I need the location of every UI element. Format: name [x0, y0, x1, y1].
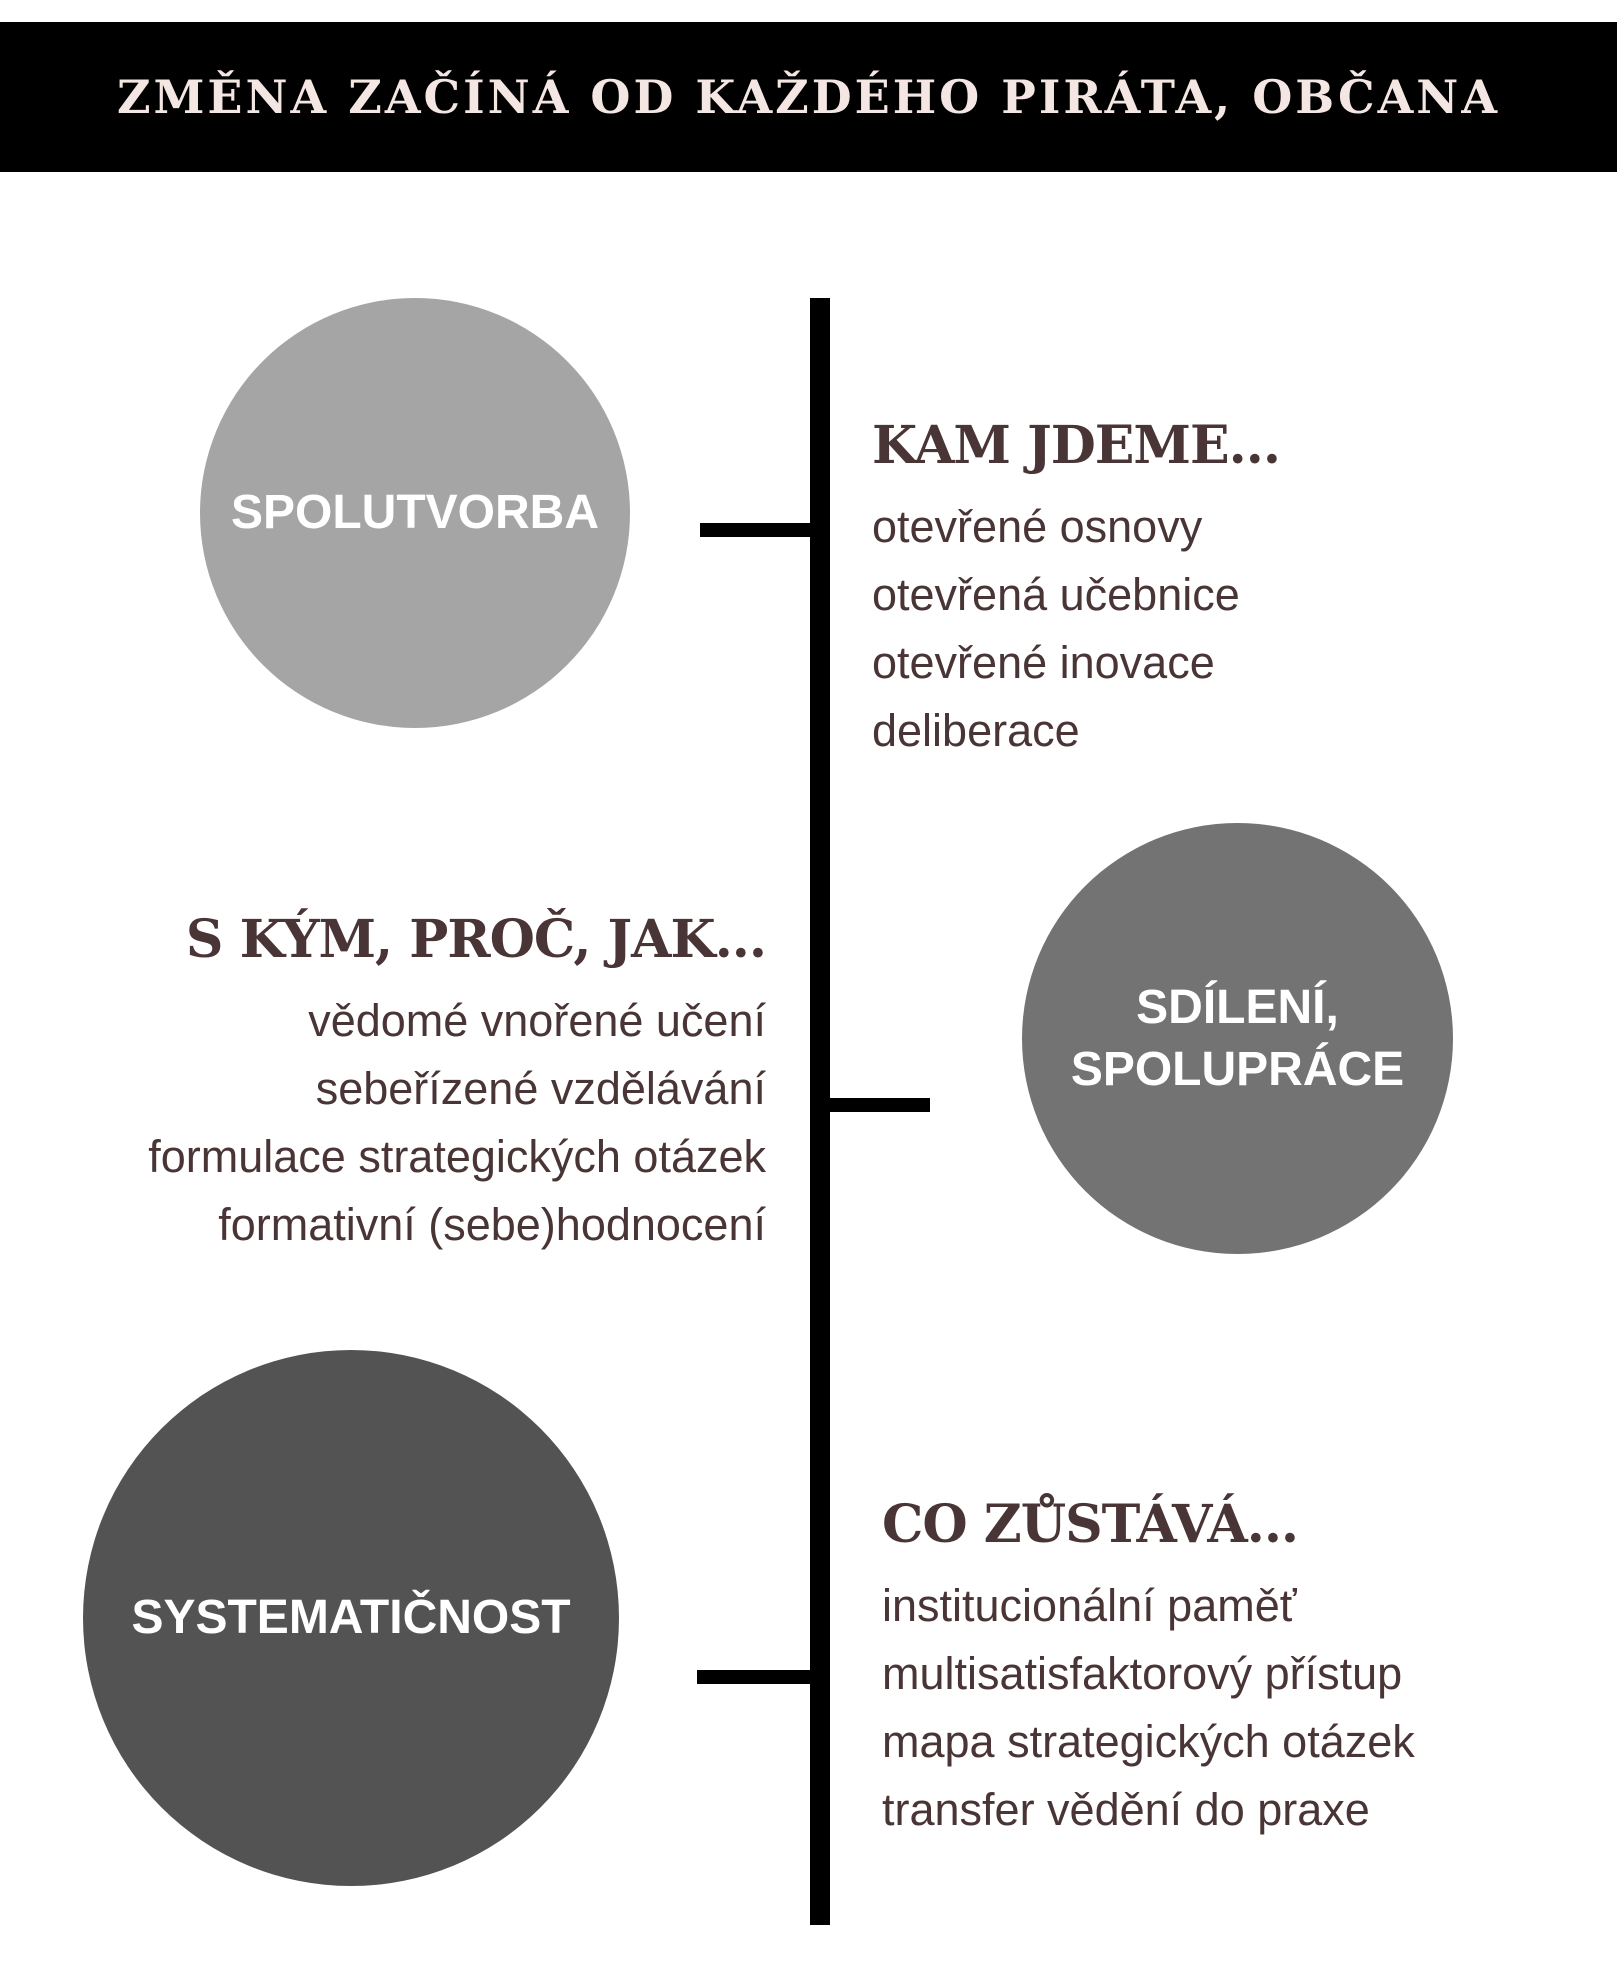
- list-item: sebeřízené vzdělávání: [315, 1063, 766, 1114]
- circle-systematicnost: SYSTEMATIČNOST: [83, 1350, 619, 1886]
- list-item: vědomé vnořené učení: [308, 995, 766, 1046]
- list-item: formulace strategických otázek: [148, 1131, 766, 1182]
- page-title: ZMĚNA ZAČÍNÁ OD KAŽDÉHO PIRÁTA, OBČANA: [116, 70, 1501, 124]
- block-heading: KAM JDEME...: [872, 415, 1281, 476]
- block-s-kym-proc-jak: S KÝM, PROČ, JAK... vědomé vnořené učení…: [148, 905, 767, 1259]
- circle-label: SDÍLENÍ, SPOLUPRÁCE: [1070, 980, 1405, 1096]
- circle-label: SPOLUTVORBA: [230, 486, 599, 539]
- block-list: vědomé vnořené učení sebeřízené vzdělává…: [148, 987, 766, 1259]
- block-heading: CO ZŮSTÁVÁ...: [882, 1494, 1299, 1555]
- connector-systematicnost: [697, 1670, 820, 1684]
- list-item: multisatisfaktorový přístup: [882, 1648, 1403, 1699]
- connector-spolutvorba: [700, 523, 820, 537]
- block-co-zustava: CO ZŮSTÁVÁ... institucionální paměť mult…: [882, 1490, 1415, 1844]
- circle-label: SYSTEMATIČNOST: [131, 1591, 571, 1644]
- circle-sdileni-spoluprace: SDÍLENÍ, SPOLUPRÁCE: [1022, 823, 1453, 1254]
- connector-sdileni: [820, 1098, 930, 1112]
- list-item: deliberace: [872, 705, 1080, 756]
- block-heading: S KÝM, PROČ, JAK...: [185, 909, 767, 970]
- list-item: mapa strategických otázek: [882, 1716, 1415, 1767]
- list-item: transfer vědění do praxe: [882, 1784, 1370, 1835]
- title-banner: ZMĚNA ZAČÍNÁ OD KAŽDÉHO PIRÁTA, OBČANA: [0, 22, 1617, 172]
- block-list: otevřené osnovy otevřená učebnice otevře…: [872, 493, 1280, 765]
- circle-spolutvorba: SPOLUTVORBA: [200, 298, 630, 728]
- list-item: institucionální paměť: [882, 1580, 1297, 1631]
- list-item: otevřené inovace: [872, 637, 1215, 688]
- list-item: formativní (sebe)hodnocení: [218, 1199, 766, 1250]
- block-list: institucionální paměť multisatisfaktorov…: [882, 1572, 1415, 1844]
- list-item: otevřená učebnice: [872, 569, 1240, 620]
- list-item: otevřené osnovy: [872, 501, 1203, 552]
- block-kam-jdeme: KAM JDEME... otevřené osnovy otevřená uč…: [872, 411, 1281, 765]
